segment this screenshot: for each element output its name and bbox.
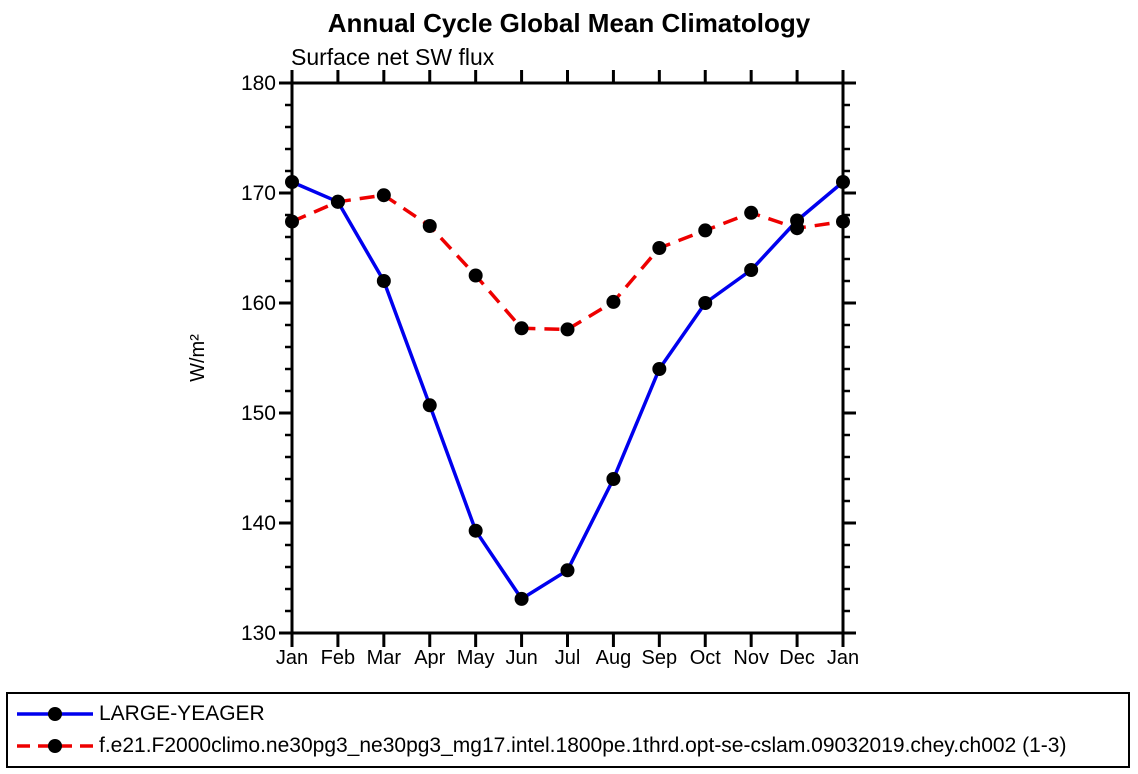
data-point: [468, 523, 483, 538]
x-tick-label: Mar: [367, 647, 402, 669]
data-point: [744, 205, 759, 220]
data-point: [606, 472, 621, 486]
data-point: [698, 223, 713, 238]
y-axis-labels: 130 140 150 160 170 180: [241, 72, 276, 645]
series-markers-1: [285, 188, 850, 337]
x-tick-label: Jan: [276, 647, 308, 669]
data-point: [744, 263, 759, 277]
data-point: [422, 219, 437, 233]
legend-label-model-run: f.e21.F2000climo.ne30pg3_ne30pg3_mg17.in…: [99, 734, 1067, 757]
data-point: [330, 194, 345, 209]
x-tick-label: Sep: [642, 647, 678, 669]
chart-subtitle: Surface net SW flux: [291, 44, 495, 70]
y-tick-label: 150: [241, 402, 276, 425]
series-markers-0: [285, 175, 850, 606]
x-tick-label: Oct: [690, 647, 722, 669]
plot-frame: [290, 81, 845, 635]
data-point: [560, 563, 575, 578]
data-point: [468, 268, 483, 283]
x-tick-label: Jun: [505, 647, 537, 669]
x-axis-labels: Jan Feb Mar Apr May Jun Jul Aug Sep Oct Nov Dec Jan: [276, 647, 859, 669]
chart-title: Annual Cycle Global Mean Climatology: [327, 8, 811, 38]
x-tick-label: Nov: [733, 647, 769, 669]
data-point: [652, 241, 667, 255]
x-tick-label: Jan: [827, 647, 859, 669]
data-point: [285, 214, 299, 229]
x-tick-label: Jul: [555, 647, 581, 669]
data-point: [285, 175, 299, 189]
y-tick-label: 180: [241, 72, 276, 95]
data-point: [836, 214, 850, 229]
x-tick-label: Feb: [321, 647, 355, 669]
data-point: [790, 221, 805, 236]
plot-area: Jan Feb Mar Apr May Jun Jul Aug Sep Oct Nov Dec Jan1…: [187, 70, 859, 669]
data-point: [514, 591, 529, 606]
series-line-0: [291, 180, 845, 601]
legend-entry-large-yeager: LARGE-YEAGER: [8, 698, 1128, 730]
data-point: [376, 188, 391, 203]
y-axis-ticks: [279, 81, 856, 635]
y-tick-label: 130: [241, 622, 276, 645]
legend-line-sample-blue-solid: [17, 707, 93, 721]
y-tick-label: 140: [241, 512, 276, 535]
data-point: [652, 362, 667, 376]
data-point: [422, 398, 437, 413]
legend-entry-model-run: f.e21.F2000climo.ne30pg3_ne30pg3_mg17.in…: [8, 730, 1128, 762]
x-tick-label: Aug: [596, 647, 632, 669]
legend: LARGE-YEAGER f.e21.F2000climo.ne30pg3_ne…: [6, 692, 1130, 768]
data-point: [560, 322, 575, 337]
y-tick-label: 170: [241, 182, 276, 205]
legend-label-large-yeager: LARGE-YEAGER: [99, 702, 265, 725]
legend-line-sample-red-dashed: [17, 739, 93, 753]
x-axis-ticks: [290, 70, 845, 647]
x-tick-label: Apr: [414, 647, 445, 669]
data-point: [376, 274, 391, 288]
y-tick-label: 160: [241, 292, 276, 315]
data-point: [606, 294, 621, 309]
x-tick-label: May: [457, 647, 495, 669]
y-axis-title: W/m²: [187, 334, 209, 382]
data-point: [836, 175, 850, 189]
data-point: [514, 321, 529, 336]
data-point: [698, 296, 713, 310]
x-tick-label: Dec: [779, 647, 815, 669]
